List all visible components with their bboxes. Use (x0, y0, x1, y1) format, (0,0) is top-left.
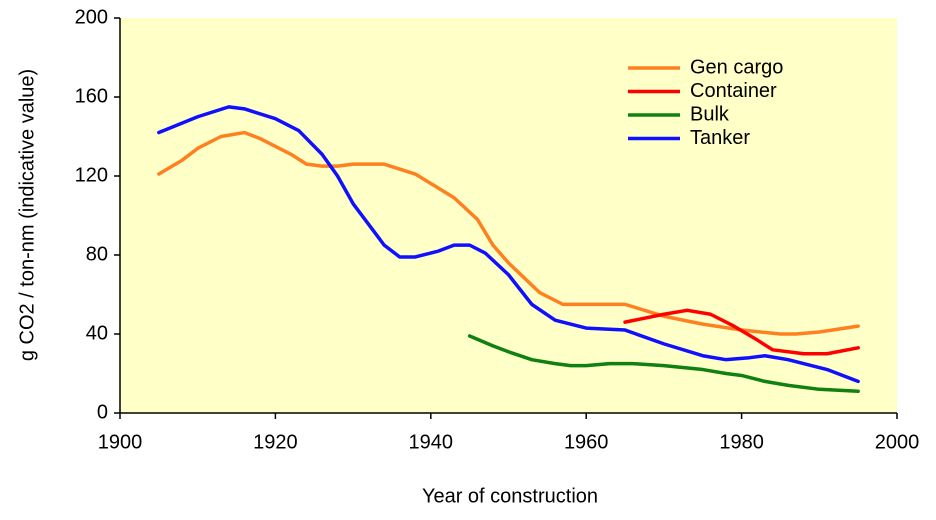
x-axis-label: Year of construction (422, 485, 598, 507)
series-line (623, 308, 860, 356)
series-line (467, 334, 860, 394)
series-line (157, 130, 860, 336)
x-tick-label: 1980 (719, 431, 764, 453)
y-tick-label: 120 (75, 164, 108, 186)
x-tick-label: 2000 (875, 431, 920, 453)
x-tick-label: 1920 (253, 431, 298, 453)
legend-label: Tanker (690, 127, 750, 149)
y-tick-label: 0 (97, 401, 108, 423)
y-axis-label: g CO2 / ton-nm (indicative value) (16, 69, 38, 361)
legend-label: Bulk (690, 103, 730, 125)
x-tick-label: 1900 (98, 431, 143, 453)
y-tick-label: 200 (75, 6, 108, 28)
y-tick-label: 80 (86, 243, 108, 265)
series-line (157, 105, 860, 384)
y-tick-label: 160 (75, 85, 108, 107)
x-tick-label: 1960 (564, 431, 609, 453)
legend-label: Gen cargo (690, 56, 783, 78)
legend-label: Container (690, 80, 777, 102)
x-tick-label: 1940 (409, 431, 454, 453)
y-tick-label: 40 (86, 322, 108, 344)
